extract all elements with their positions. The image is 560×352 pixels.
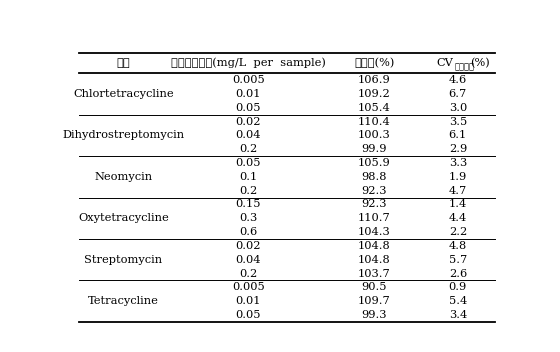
- Text: CV: CV: [437, 58, 454, 68]
- Text: 4.6: 4.6: [449, 75, 467, 85]
- Text: 0.1: 0.1: [239, 172, 258, 182]
- Text: 0.05: 0.05: [236, 103, 261, 113]
- Text: 1.9: 1.9: [449, 172, 467, 182]
- Text: Oxytetracycline: Oxytetracycline: [78, 213, 169, 223]
- Text: 0.2: 0.2: [239, 269, 258, 278]
- Text: 첨가회수농도(mg/L  per  sample): 첨가회수농도(mg/L per sample): [171, 58, 326, 68]
- Text: 2.9: 2.9: [449, 144, 467, 154]
- Text: 110.7: 110.7: [358, 213, 391, 223]
- Text: 110.4: 110.4: [358, 117, 391, 126]
- Text: Neomycin: Neomycin: [95, 172, 152, 182]
- Text: 회수율(%): 회수율(%): [354, 58, 395, 68]
- Text: 0.2: 0.2: [239, 186, 258, 196]
- Text: 0.01: 0.01: [236, 296, 261, 306]
- Text: 90.5: 90.5: [362, 282, 388, 293]
- Text: 105.4: 105.4: [358, 103, 391, 113]
- Text: 0.9: 0.9: [449, 282, 467, 293]
- Text: 104.3: 104.3: [358, 227, 391, 237]
- Text: 0.04: 0.04: [236, 130, 261, 140]
- Text: 3.4: 3.4: [449, 310, 467, 320]
- Text: 4.7: 4.7: [449, 186, 467, 196]
- Text: 5.7: 5.7: [449, 255, 467, 265]
- Text: 99.3: 99.3: [362, 310, 388, 320]
- Text: 0.005: 0.005: [232, 282, 265, 293]
- Text: 3.0: 3.0: [449, 103, 467, 113]
- Text: 6.1: 6.1: [449, 130, 467, 140]
- Text: 0.05: 0.05: [236, 310, 261, 320]
- Text: 3.3: 3.3: [449, 158, 467, 168]
- Text: 92.3: 92.3: [362, 200, 388, 209]
- Text: Streptomycin: Streptomycin: [85, 255, 162, 265]
- Text: 1.4: 1.4: [449, 200, 467, 209]
- Text: 106.9: 106.9: [358, 75, 391, 85]
- Text: 109.2: 109.2: [358, 89, 391, 99]
- Text: 0.6: 0.6: [239, 227, 258, 237]
- Text: 4.4: 4.4: [449, 213, 467, 223]
- Text: 0.005: 0.005: [232, 75, 265, 85]
- Text: 92.3: 92.3: [362, 186, 388, 196]
- Text: 0.15: 0.15: [236, 200, 261, 209]
- Text: 99.9: 99.9: [362, 144, 388, 154]
- Text: 98.8: 98.8: [362, 172, 388, 182]
- Text: 3.5: 3.5: [449, 117, 467, 126]
- Text: Chlortetracycline: Chlortetracycline: [73, 89, 174, 99]
- Text: 5.4: 5.4: [449, 296, 467, 306]
- Text: 2.2: 2.2: [449, 227, 467, 237]
- Text: 0.05: 0.05: [236, 158, 261, 168]
- Text: (%): (%): [470, 58, 490, 68]
- Text: 109.7: 109.7: [358, 296, 391, 306]
- Text: 104.8: 104.8: [358, 255, 391, 265]
- Text: 2.6: 2.6: [449, 269, 467, 278]
- Text: 6.7: 6.7: [449, 89, 467, 99]
- Text: 0.02: 0.02: [236, 117, 261, 126]
- Text: 0.02: 0.02: [236, 241, 261, 251]
- Text: 0.01: 0.01: [236, 89, 261, 99]
- Text: 0.04: 0.04: [236, 255, 261, 265]
- Text: 100.3: 100.3: [358, 130, 391, 140]
- Text: 항목: 항목: [116, 58, 130, 68]
- Text: 103.7: 103.7: [358, 269, 391, 278]
- Text: 0.2: 0.2: [239, 144, 258, 154]
- Text: 4.8: 4.8: [449, 241, 467, 251]
- Text: Tetracycline: Tetracycline: [88, 296, 159, 306]
- Text: 0.3: 0.3: [239, 213, 258, 223]
- Text: Dihydrostreptomycin: Dihydrostreptomycin: [62, 130, 185, 140]
- Text: 104.8: 104.8: [358, 241, 391, 251]
- Text: 105.9: 105.9: [358, 158, 391, 168]
- Text: 실험실내: 실험실내: [454, 62, 474, 71]
